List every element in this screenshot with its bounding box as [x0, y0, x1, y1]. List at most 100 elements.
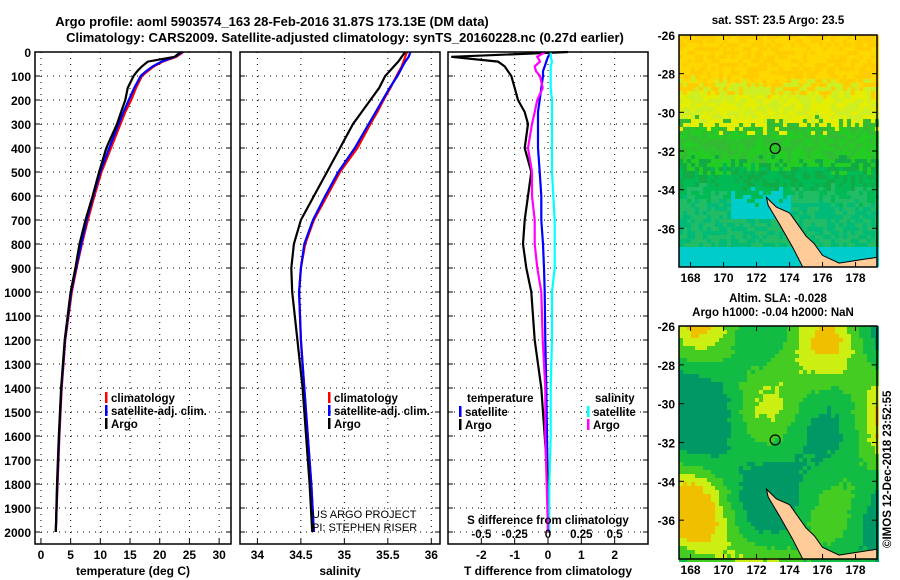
map-cell — [691, 155, 695, 159]
map-cell — [715, 91, 719, 95]
map-cell — [791, 207, 795, 211]
map-cell — [723, 370, 727, 374]
map-cell — [863, 370, 867, 374]
map-cell — [807, 326, 811, 330]
map-cell — [731, 243, 735, 247]
map-cell — [851, 167, 855, 171]
map-cell — [835, 422, 839, 426]
map-cell — [867, 179, 871, 183]
map-cell — [723, 462, 727, 466]
map-cell — [699, 51, 703, 55]
map-cell — [715, 63, 719, 67]
map-cell — [719, 55, 723, 59]
map-cell — [703, 183, 707, 187]
map-cell — [747, 123, 751, 127]
map-cell — [691, 422, 695, 426]
map-cell — [871, 159, 875, 163]
map-cell — [867, 247, 871, 251]
map-cell — [831, 107, 835, 111]
map-cell — [823, 227, 827, 231]
map-cell — [783, 334, 787, 338]
map-cell — [799, 418, 803, 422]
map-cell — [731, 370, 735, 374]
map-cell — [739, 358, 743, 362]
map-cell — [703, 362, 707, 366]
map-cell — [795, 43, 799, 47]
map-cell — [679, 171, 683, 175]
map-cell — [759, 418, 763, 422]
map-cell — [859, 99, 863, 103]
map-cell — [811, 63, 815, 67]
map-cell — [759, 410, 763, 414]
map-cell — [867, 346, 871, 350]
map-cell — [815, 243, 819, 247]
map-cell — [763, 159, 767, 163]
map-cell — [827, 67, 831, 71]
map-cell — [795, 418, 799, 422]
map-cell — [743, 251, 747, 255]
map-cell — [695, 235, 699, 239]
map-cell — [843, 259, 847, 263]
map-cell — [803, 87, 807, 91]
map-cell — [815, 107, 819, 111]
map-cell — [695, 338, 699, 342]
map-cell — [839, 79, 843, 83]
map-cell — [783, 462, 787, 466]
map-cell — [699, 187, 703, 191]
map-cell — [775, 147, 779, 151]
map-cell — [867, 171, 871, 175]
map-cell — [763, 362, 767, 366]
map-cell — [863, 79, 867, 83]
map-cell — [755, 255, 759, 259]
map-cell — [811, 426, 815, 430]
map-cell — [699, 458, 703, 462]
map-cell — [687, 227, 691, 231]
map-cell — [779, 79, 783, 83]
map-cell — [799, 446, 803, 450]
map-cell — [719, 187, 723, 191]
map-cell — [727, 203, 731, 207]
map-cell — [735, 243, 739, 247]
map-cell — [819, 167, 823, 171]
map-cell — [787, 203, 791, 207]
map-cell — [863, 458, 867, 462]
map-cell — [743, 346, 747, 350]
map-cell — [739, 87, 743, 91]
map-cell — [791, 123, 795, 127]
map-cell — [779, 251, 783, 255]
map-cell — [823, 219, 827, 223]
map-cell — [799, 75, 803, 79]
map-cell — [799, 438, 803, 442]
map-cell — [835, 227, 839, 231]
map-cell — [691, 374, 695, 378]
map-cell — [803, 414, 807, 418]
map-cell — [843, 191, 847, 195]
map-cell — [835, 187, 839, 191]
map-cell — [755, 390, 759, 394]
map-cell — [783, 442, 787, 446]
map-cell — [747, 171, 751, 175]
map-cell — [835, 43, 839, 47]
map-cell — [871, 123, 875, 127]
map-cell — [687, 139, 691, 143]
map-cell — [775, 91, 779, 95]
map-cell — [751, 422, 755, 426]
map-cell — [847, 418, 851, 422]
map-cell — [683, 123, 687, 127]
map-cell — [783, 147, 787, 151]
map-cell — [727, 350, 731, 354]
map-cell — [807, 231, 811, 235]
map-cell — [835, 119, 839, 123]
map-cell — [779, 410, 783, 414]
map-cell — [707, 362, 711, 366]
map-cell — [727, 191, 731, 195]
map-cell — [811, 199, 815, 203]
map-cell — [767, 215, 771, 219]
map-cell — [731, 187, 735, 191]
map-cell — [779, 35, 783, 39]
map-cell — [699, 79, 703, 83]
map-cell — [719, 175, 723, 179]
map-cell — [743, 87, 747, 91]
map-cell — [847, 75, 851, 79]
map-cell — [731, 63, 735, 67]
